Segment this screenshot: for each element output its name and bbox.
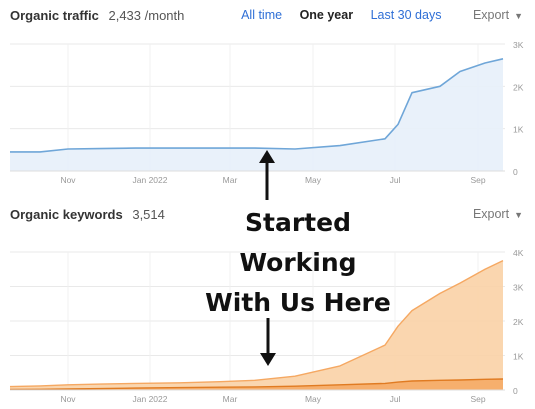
tab-last-30-days[interactable]: Last 30 days: [370, 8, 442, 22]
y-tick-label: 4K: [513, 248, 524, 258]
x-tick-label: Mar: [223, 175, 238, 185]
y-tick-label: 2K: [513, 317, 524, 327]
arrow-up-icon: [259, 150, 275, 163]
x-tick-label: May: [305, 394, 322, 404]
keywords-header: Organic keywords 3,514: [10, 207, 165, 222]
y-tick-label: 0: [513, 167, 518, 177]
traffic-tabs: All time One year Last 30 days Export ▼: [227, 8, 523, 22]
y-tick-label: 2K: [513, 82, 524, 92]
series-area: [10, 379, 503, 390]
annotation-line-2: Working: [239, 248, 357, 277]
y-tick-label: 0: [513, 386, 518, 396]
traffic-title: Organic traffic: [10, 8, 99, 23]
annotation-line-1: Started: [245, 208, 351, 237]
x-tick-label: Sep: [470, 394, 485, 404]
x-tick-label: Nov: [60, 394, 76, 404]
chevron-down-icon: ▼: [514, 210, 523, 220]
series-area: [10, 260, 503, 390]
traffic-export-label: Export: [472, 8, 510, 22]
tab-all-time[interactable]: All time: [241, 8, 283, 22]
series-line: [9, 259, 504, 388]
tab-one-year[interactable]: One year: [299, 8, 354, 22]
arrow-down-icon: [260, 353, 276, 366]
x-tick-label: May: [305, 175, 322, 185]
x-tick-label: Nov: [60, 175, 76, 185]
chevron-down-icon: ▼: [514, 11, 523, 21]
traffic-export-button[interactable]: Export ▼: [459, 8, 523, 22]
x-tick-label: Jul: [390, 175, 401, 185]
traffic-header: Organic traffic 2,433 /month: [10, 8, 184, 23]
keywords-title: Organic keywords: [10, 207, 123, 222]
series-line: [10, 58, 504, 153]
x-tick-label: Jan 2022: [133, 175, 168, 185]
annotation-line-3: With Us Here: [205, 288, 391, 317]
x-tick-label: Sep: [470, 175, 485, 185]
annotation-text: Started Working With Us Here: [200, 203, 396, 323]
keywords-value: 3,514: [132, 207, 165, 222]
y-tick-label: 1K: [513, 125, 524, 135]
traffic-value: 2,433 /month: [108, 8, 185, 23]
series-area: [10, 58, 503, 171]
series-line: [9, 378, 504, 391]
keywords-export-button[interactable]: Export ▼: [473, 207, 523, 221]
x-tick-label: Jul: [390, 394, 401, 404]
y-tick-label: 3K: [513, 283, 524, 293]
x-tick-label: Jan 2022: [133, 394, 168, 404]
y-tick-label: 1K: [513, 352, 524, 362]
x-tick-label: Mar: [223, 394, 238, 404]
y-tick-label: 3K: [513, 40, 524, 50]
keywords-export-label: Export: [472, 207, 510, 221]
